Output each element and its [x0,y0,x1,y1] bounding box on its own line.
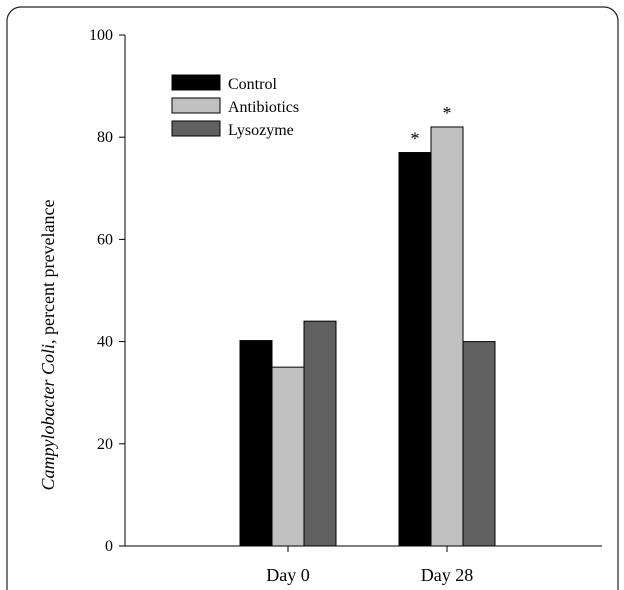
legend-label: Antibiotics [228,99,299,116]
y-tick-label: 40 [97,334,113,351]
bar-antibiotics [430,126,464,547]
y-tick-label: 100 [89,27,113,44]
legend-swatch [171,120,221,137]
x-tick-label: Day 0 [266,565,310,585]
legend: Control Antibiotics Lysozyme [171,74,299,139]
significance-marker: * [443,103,452,123]
bars [239,126,496,547]
bar-antibiotics [271,366,305,547]
y-tick-label: 80 [97,129,113,146]
bar-lysozyme [462,341,496,547]
bar-control [398,152,432,547]
figure-border [6,6,619,590]
x-tick-label: Day 28 [421,565,474,585]
y-tick-label: 0 [105,538,113,555]
legend-swatch [171,97,221,114]
axes: 0 20 40 60 80 100 Day 0 Day 28 [89,27,602,585]
annotations: ** [411,103,452,149]
y-axis-label: Campylobacter Coli, percent prevelance [38,200,58,491]
y-tick-label: 60 [97,231,113,248]
bar-control [239,340,273,547]
legend-swatch [171,74,221,91]
significance-marker: * [411,129,420,149]
legend-label: Lysozyme [228,122,294,139]
y-tick-label: 20 [97,436,113,453]
bar-lysozyme [303,320,337,547]
legend-label: Control [228,76,277,93]
